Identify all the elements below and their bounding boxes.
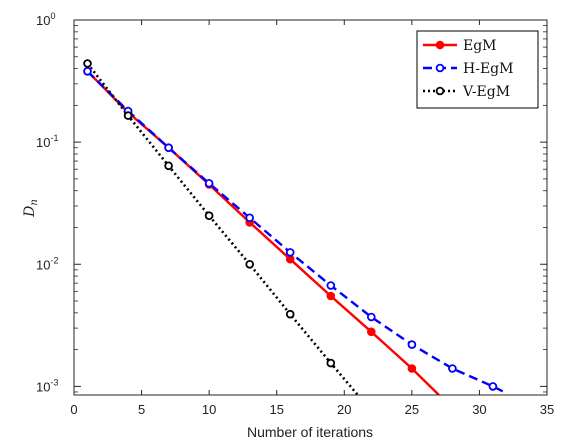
series-layer [86,62,508,395]
x-tick-label: 15 [269,402,283,417]
x-tick-label: 30 [472,402,486,417]
data-point-h-egm [326,281,336,290]
axes-layer [73,19,548,396]
data-point-h-egm [83,67,92,76]
ticks-layer: 0 5 10 15 20 25 30 35 100 10-1 10-2 10-3 [36,11,554,417]
y-tick-label: 10-3 [36,377,58,394]
data-point-v-egm [326,358,336,368]
legend-marker-h-egm [435,63,445,73]
series-line-v-egm [86,62,359,395]
legend-marker-egm [435,40,445,50]
x-tick-label: 35 [540,402,554,417]
x-tick-label: 20 [337,402,351,417]
data-point-h-egm [245,213,255,223]
data-point-h-egm [366,312,376,322]
y-tick-label: 10-2 [36,255,58,272]
legend-label-h-egm: H-EgM [463,61,513,77]
y-axis-title: Dn [22,199,40,218]
data-point-h-egm [164,143,173,153]
data-point-v-egm [83,59,92,68]
data-point-egm [407,364,417,373]
x-tick-label: 5 [138,402,145,417]
data-point-v-egm [285,309,295,319]
data-point-egm [326,291,336,301]
legend: EgM H-EgM V-EgM [416,30,539,109]
data-point-v-egm [164,161,173,171]
y-tick-label: 10-1 [36,133,58,150]
data-point-h-egm [407,340,417,349]
data-point-h-egm [204,179,214,188]
x-axis-title: Number of iterations [247,424,373,440]
x-tick-label: 10 [202,402,216,417]
data-point-v-egm [245,259,255,269]
data-point-h-egm [285,248,295,257]
data-point-egm [367,327,376,337]
data-point-h-egm [488,382,498,391]
x-tick-label: 0 [70,402,77,417]
series-line-h-egm [86,70,508,395]
legend-marker-v-egm [435,86,445,96]
plot-frame [73,19,548,396]
y-axis-title-main: D [22,206,38,218]
marker-layer [83,59,498,391]
y-axis-title-subscript: n [29,199,40,205]
legend-label-v-egm: V-EgM [462,84,510,100]
legend-label-egm: EgM [463,38,497,54]
data-point-v-egm [204,211,214,221]
data-point-h-egm [448,364,457,373]
data-point-v-egm [123,111,133,120]
x-tick-label: 25 [405,402,419,417]
y-tick-label: 100 [36,11,55,28]
